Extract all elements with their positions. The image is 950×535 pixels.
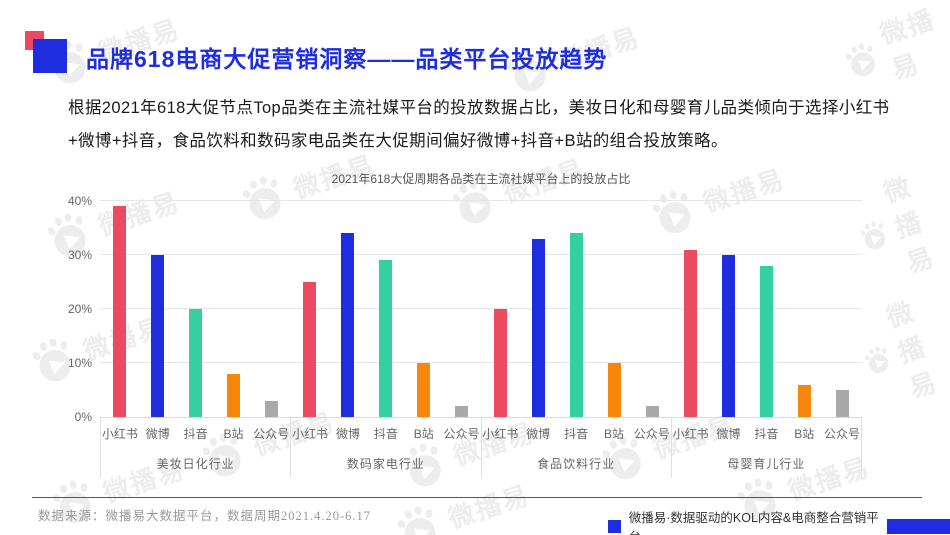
bar-group: [672, 197, 863, 417]
platform-label: B站: [223, 426, 244, 441]
x-axis: 小红书 微博 抖音 B站 公众号 美妆日化行业 小红书 微博 抖音 B站 公众号 数码家电行业 小红书微…: [100, 417, 862, 478]
category-label: 美妆日化行业: [156, 456, 235, 471]
bar: [379, 260, 393, 417]
bar: [760, 265, 774, 417]
bar-slot: [557, 197, 595, 417]
y-tick-label: 30%: [67, 248, 92, 262]
data-source: 数据来源：微播易大数据平台，数据周期2021.4.20-6.17: [38, 509, 372, 523]
category-label: 食品饮料行业: [537, 456, 616, 471]
page-title: 品牌618电商大促营销洞察——品类平台投放趋势: [86, 46, 608, 72]
bar-slot: [329, 197, 367, 417]
bar: [645, 406, 659, 417]
bar-slot: [176, 197, 214, 417]
bar: [341, 233, 355, 417]
platform-label: 抖音: [183, 426, 208, 441]
chart-plot-wrapper: 0% 10% 20% 30% 40%: [58, 194, 862, 424]
bar: [188, 309, 202, 417]
y-axis: 0% 10% 20% 30% 40%: [58, 194, 100, 424]
platform-label: B站: [413, 426, 434, 441]
platform-label: 微博: [526, 426, 551, 441]
x-axis-group-cell: 小红书 微博 抖音 B站 公众号美妆日化行业: [100, 418, 292, 478]
bar-slot: [252, 197, 290, 417]
platform-label: B站: [794, 426, 815, 441]
brand-bar: [887, 518, 950, 534]
brand-footer: 微播易·数据驱动的KOL内容&电商整合营销平台: [608, 507, 950, 535]
platform-label: 小红书: [101, 426, 138, 441]
bar: [836, 390, 850, 417]
bar-slot: [519, 197, 557, 417]
brand-text: 微播易·数据驱动的KOL内容&电商整合营销平台: [628, 511, 879, 535]
platform-label: 微博: [716, 426, 741, 441]
category-label: 母婴育儿行业: [727, 456, 806, 471]
bar-slot: [595, 197, 633, 417]
brand-logo-square-icon: [608, 519, 621, 533]
bar-slot: [481, 197, 519, 417]
gridline: [100, 254, 862, 255]
bar: [303, 282, 317, 417]
bar: [264, 400, 278, 417]
platform-label: 抖音: [564, 426, 589, 441]
y-tick-label: 0%: [74, 410, 92, 424]
bar-slot: [214, 197, 252, 417]
chart-title: 2021年618大促周期各品类在主流社媒平台上的投放占比: [331, 172, 631, 186]
bar-group: [481, 197, 672, 417]
bar: [493, 309, 507, 417]
bar-slot: [405, 197, 443, 417]
bar: [607, 363, 621, 417]
platform-label: 微博: [336, 426, 361, 441]
platform-label: B站: [603, 426, 624, 441]
platform-label: 小红书: [672, 426, 709, 441]
bar-slot: [633, 197, 671, 417]
platform-label: 公众号: [443, 426, 480, 441]
bar: [226, 373, 240, 417]
decor-blue-square-icon: [33, 39, 67, 73]
platform-label: 微博: [145, 426, 170, 441]
bar-slot: [367, 197, 405, 417]
x-axis-group-cell: 小红书 微博 抖音 B站 公众号母婴育儿行业: [672, 418, 862, 478]
platform-label: 公众号: [824, 426, 861, 441]
intro-text: 根据2021年618大促节点Top品类在主流社媒平台的投放数据占比，美妆日化和母…: [68, 99, 890, 150]
header: 品牌618电商大促营销洞察——品类平台投放趋势: [0, 0, 950, 80]
bar: [417, 363, 431, 417]
platform-label: 小红书: [482, 426, 519, 441]
bar-slot: [138, 197, 176, 417]
bar-slot: [824, 197, 862, 417]
bar-group: [291, 197, 482, 417]
gridline: [100, 308, 862, 309]
footer-divider: [32, 497, 922, 498]
platform-label: 抖音: [754, 426, 779, 441]
category-label: 数码家电行业: [346, 456, 425, 471]
bar-slot: [100, 197, 138, 417]
platform-label: 小红书: [292, 426, 329, 441]
y-tick-label: 40%: [67, 194, 92, 208]
bar-slot: [443, 197, 481, 417]
plot-area: [100, 197, 862, 417]
bar-chart: 2021年618大促周期各品类在主流社媒平台上的投放占比 0% 10% 20% 30%…: [58, 170, 862, 478]
bar: [722, 255, 736, 417]
bar: [798, 384, 812, 417]
bar: [112, 206, 126, 417]
bar: [150, 255, 164, 417]
bar: [684, 249, 698, 417]
y-tick-label: 10%: [67, 356, 92, 370]
x-axis-group-cell: 小红书 微博 抖音 B站 公众号食品饮料行业: [482, 418, 672, 478]
x-axis-group-cell: 小红书 微博 抖音 B站 公众号数码家电行业: [291, 418, 482, 478]
bar-slot: [710, 197, 748, 417]
bar: [531, 238, 545, 417]
bar-slot: [786, 197, 824, 417]
bar-slot: [672, 197, 710, 417]
platform-label: 公众号: [253, 426, 290, 441]
gridline: [100, 362, 862, 363]
bar-slot: [748, 197, 786, 417]
platform-label: 公众号: [633, 426, 670, 441]
platform-label: 抖音: [373, 426, 398, 441]
y-tick-label: 20%: [67, 302, 92, 316]
bar: [569, 233, 583, 417]
bar-group: [100, 197, 291, 417]
bar: [455, 406, 469, 417]
bar-slot: [291, 197, 329, 417]
